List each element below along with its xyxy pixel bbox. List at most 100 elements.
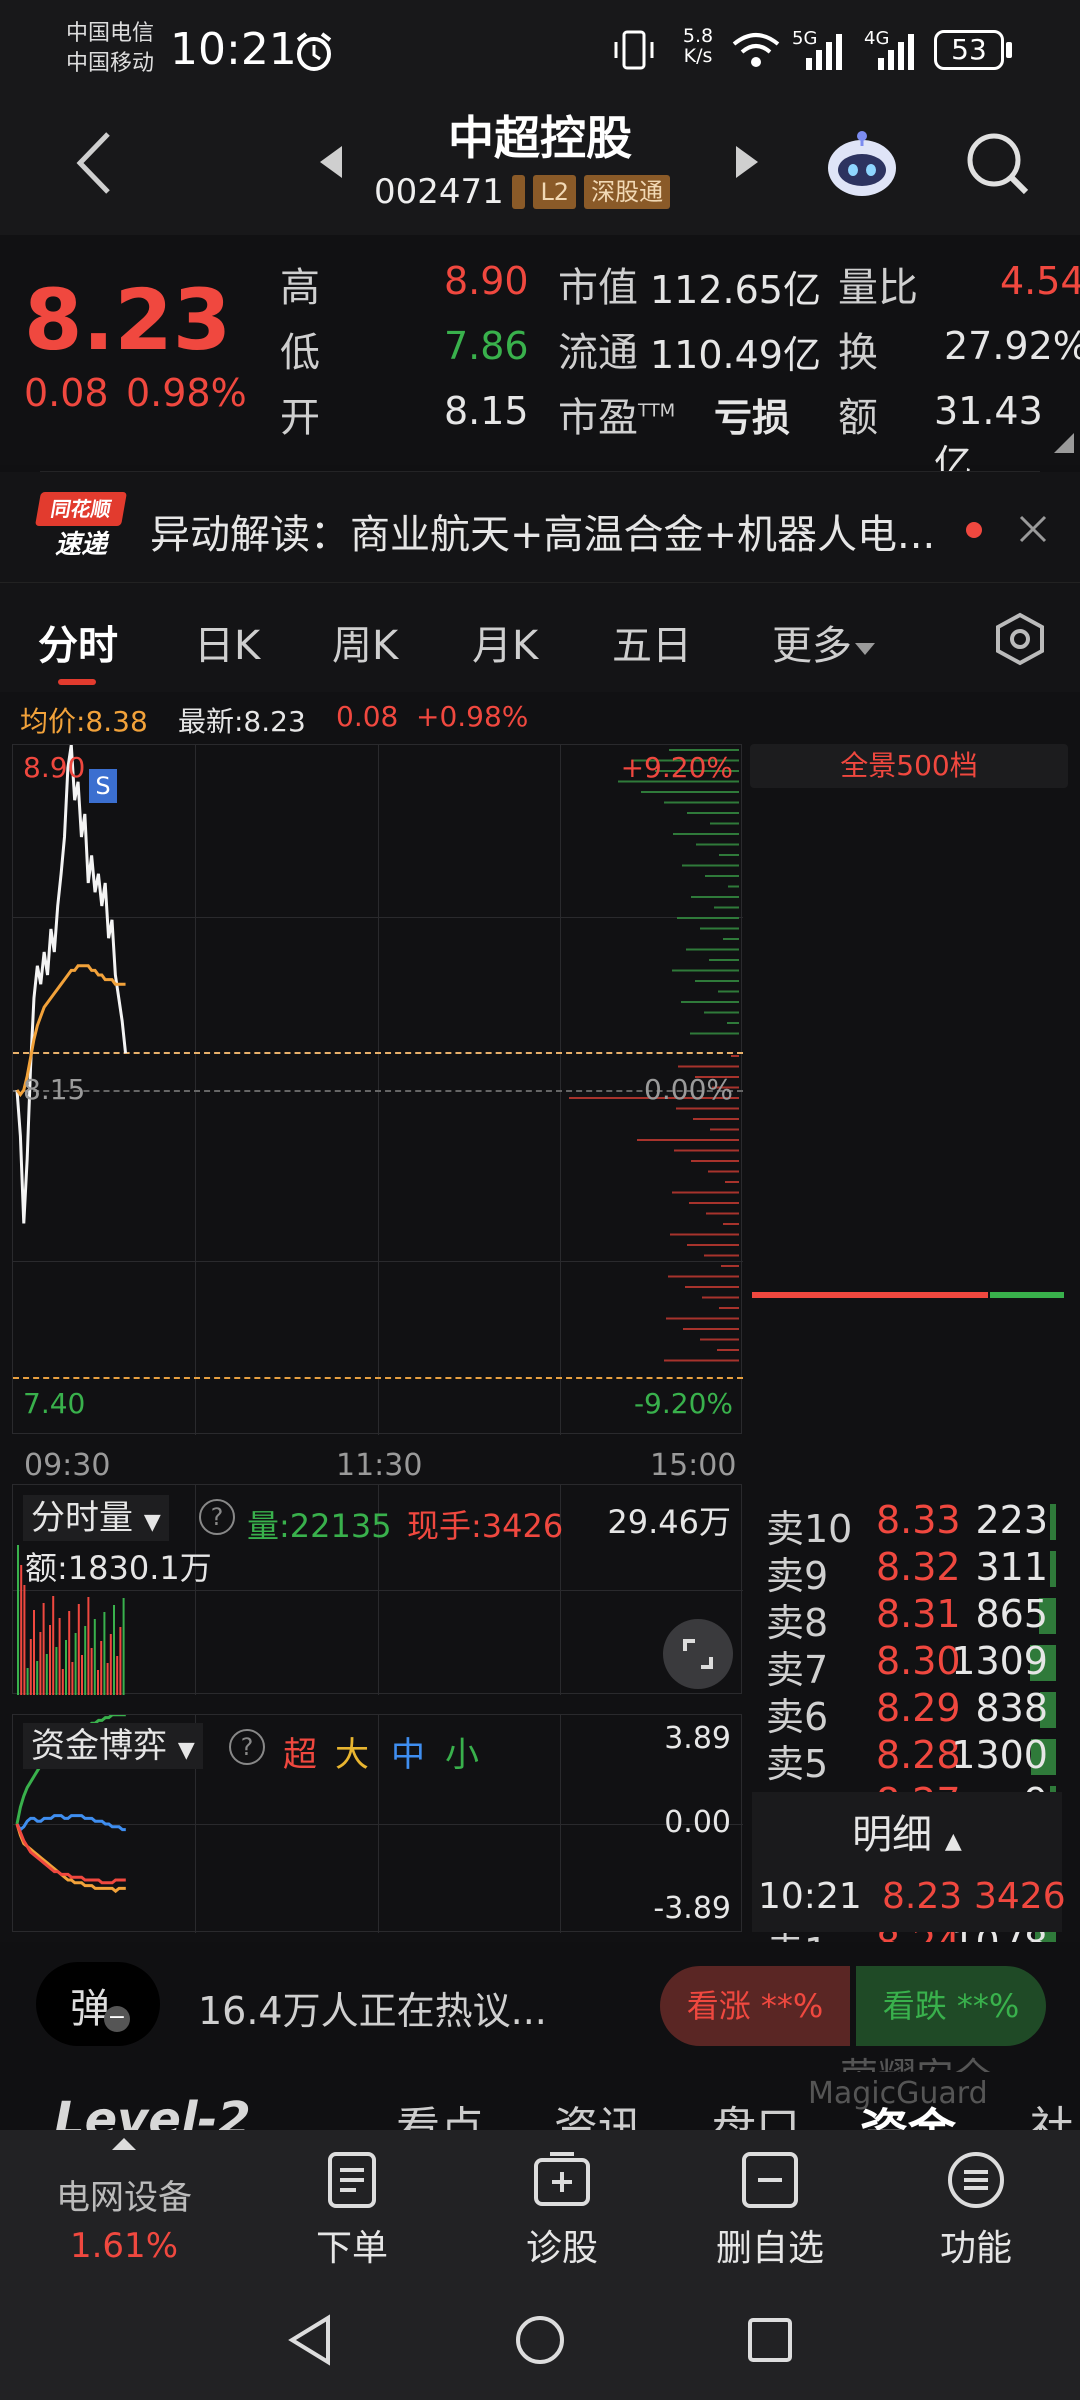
fullscreen-button[interactable]: [663, 1619, 733, 1689]
stock-header: 中超控股 002471 L2 深股通: [0, 100, 1080, 235]
fullscreen-icon: [683, 1639, 713, 1669]
assistant-robot-icon[interactable]: [822, 124, 902, 204]
time-axis-start: 09:30: [24, 1448, 111, 1483]
peek-tab-community[interactable]: 社: [1030, 2103, 1074, 2132]
signal-4g-label: 4G: [864, 28, 890, 49]
volume-bar: [122, 1598, 125, 1695]
volume-bar: [52, 1596, 55, 1695]
bid-depth-bar: [687, 1244, 739, 1246]
detail-time: 10:21: [758, 1876, 862, 1917]
fund-selector[interactable]: 资金博弈 ▼: [23, 1723, 203, 1769]
nav-home-icon[interactable]: [512, 2312, 568, 2368]
volume-bar: [23, 1585, 26, 1695]
bid-depth-bar: [670, 1233, 739, 1236]
signal-marker[interactable]: S: [89, 769, 117, 803]
price-change-pct: 0.98%: [126, 371, 247, 415]
help-icon[interactable]: ?: [229, 1729, 265, 1765]
pe-ttm-sup: TTM: [638, 400, 676, 422]
diagnose-button[interactable]: 诊股: [492, 2150, 632, 2271]
remove-watchlist-button[interactable]: 删自选: [700, 2150, 840, 2271]
peek-tab-funds[interactable]: 资金: [860, 2104, 957, 2132]
ask-volume-bar: [1039, 1598, 1056, 1634]
chevron-down-icon: ▼: [143, 1510, 161, 1535]
ask-depth-bar: [655, 770, 739, 772]
peek-tab-level2[interactable]: Level-2: [54, 2092, 251, 2132]
float-value: 110.49亿: [650, 333, 821, 377]
peek-tab-orderbook[interactable]: 盘口: [712, 2103, 800, 2132]
prev-stock-icon[interactable]: [316, 142, 346, 182]
volume-bar: [49, 1625, 51, 1695]
bull-button[interactable]: 看涨 **%: [660, 1966, 850, 2046]
vibrate-icon: [614, 30, 654, 70]
expand-corner-icon[interactable]: [1052, 431, 1076, 455]
shenzhen-connect-tag: 深股通: [584, 175, 671, 209]
panorama-button[interactable]: 全景500档: [750, 744, 1068, 788]
volume-panel: 分时量 ▼ ? 量:22135 现手:3426 29.46万 额:1830.1万: [12, 1484, 743, 1695]
volume-bar: [77, 1604, 80, 1695]
search-icon[interactable]: [962, 128, 1032, 198]
bear-button[interactable]: 看跌 **%: [856, 1966, 1046, 2046]
volume-bar: [113, 1605, 115, 1695]
volume-selector[interactable]: 分时量 ▼: [23, 1495, 169, 1541]
ask-level-label: 卖9: [766, 1554, 829, 1598]
ask-level-row[interactable]: 卖8 8.31 865: [760, 1592, 1060, 1645]
ask-level-row[interactable]: 卖5 8.28 1300: [760, 1733, 1060, 1786]
ask-level-row[interactable]: 卖7 8.30 1309: [760, 1639, 1060, 1692]
volume-bar: [36, 1661, 39, 1695]
back-icon[interactable]: [70, 128, 120, 198]
volume-total: 量:22135: [247, 1507, 392, 1545]
news-banner[interactable]: 同花顺 速递 异动解读：商业航天+高温合金+机器人电...: [0, 472, 1080, 582]
settings-hexagon-icon[interactable]: [992, 611, 1048, 667]
fund-series-large: [15, 1823, 126, 1894]
turnover-value: 27.92%: [944, 324, 1080, 368]
intraday-chart-area: 均价:8.38 最新:8.23 0.08 +0.98% S 8.90 +9.20…: [0, 692, 1080, 2400]
volume-bar: [74, 1633, 77, 1695]
nav-recents-icon[interactable]: [742, 2312, 798, 2368]
hot-count-text[interactable]: 16.4万人正在热议...: [198, 1989, 547, 2033]
system-navigation-bar: [0, 2280, 1080, 2400]
sector-name[interactable]: 电网设备: [56, 2178, 192, 2218]
bid-depth-bar: [668, 1275, 739, 1278]
bull-label: 看涨 **%: [686, 1987, 824, 2025]
peek-tab-news[interactable]: 资讯: [554, 2103, 642, 2132]
ask-level-row[interactable]: 卖10 8.33 223: [760, 1498, 1060, 1551]
stock-code: 002471: [374, 172, 504, 212]
volume-bar: [84, 1626, 87, 1695]
peek-tab-highlights[interactable]: 看点: [396, 2103, 484, 2132]
net-speed-unit: K/s: [683, 45, 713, 67]
price-chart[interactable]: S 8.90 +9.20% 8.15 0.00% 7.40 -9.20%: [12, 744, 743, 1435]
volume-max: 29.46万: [607, 1503, 731, 1541]
tab-weekly-k[interactable]: 周K: [332, 623, 399, 669]
price-series-line: [15, 745, 128, 1224]
help-icon[interactable]: ?: [199, 1499, 235, 1535]
tab-daily-k[interactable]: 日K: [194, 623, 261, 669]
bid-depth-bar: [725, 1181, 739, 1183]
net-speed-value: 5.8: [682, 25, 714, 47]
ask-depth-bar: [618, 780, 739, 783]
tab-more[interactable]: 更多: [772, 613, 878, 671]
danmaku-toggle[interactable]: 弹 −: [36, 1962, 160, 2046]
quote-panel: 8.23 0.08 0.98% 高 8.90 低 7.86 开 8.15 市值 …: [0, 235, 1080, 486]
ask-level-price: 8.32: [876, 1545, 961, 1589]
function-button[interactable]: 功能: [906, 2150, 1046, 2271]
ask-depth-bar: [695, 980, 739, 982]
order-button[interactable]: 下单: [282, 2150, 422, 2271]
ask-level-row[interactable]: 卖9 8.32 311: [760, 1545, 1060, 1598]
ask-depth-bar: [686, 948, 739, 951]
ask-level-row[interactable]: 卖6 8.29 838: [760, 1686, 1060, 1739]
legend-large: 大: [335, 1735, 369, 1775]
volume-bar: [68, 1611, 71, 1695]
volume-bar: [55, 1647, 58, 1695]
detail-title: 明细 ▲: [752, 1802, 1062, 1860]
order-label: 下单: [315, 2228, 388, 2269]
tab-intraday[interactable]: 分时: [38, 623, 118, 669]
time-axis-end: 15:00: [650, 1448, 737, 1483]
next-stock-icon[interactable]: [732, 142, 762, 182]
function-label: 功能: [939, 2228, 1012, 2269]
tab-five-day[interactable]: 五日: [612, 623, 692, 669]
nav-back-icon[interactable]: [282, 2312, 338, 2368]
trade-detail-panel[interactable]: 明细 ▲ 10:21 8.23 3426: [752, 1792, 1066, 1932]
bid-depth-bar: [691, 1160, 739, 1162]
tab-monthly-k[interactable]: 月K: [472, 623, 539, 669]
close-icon[interactable]: [1016, 512, 1050, 546]
